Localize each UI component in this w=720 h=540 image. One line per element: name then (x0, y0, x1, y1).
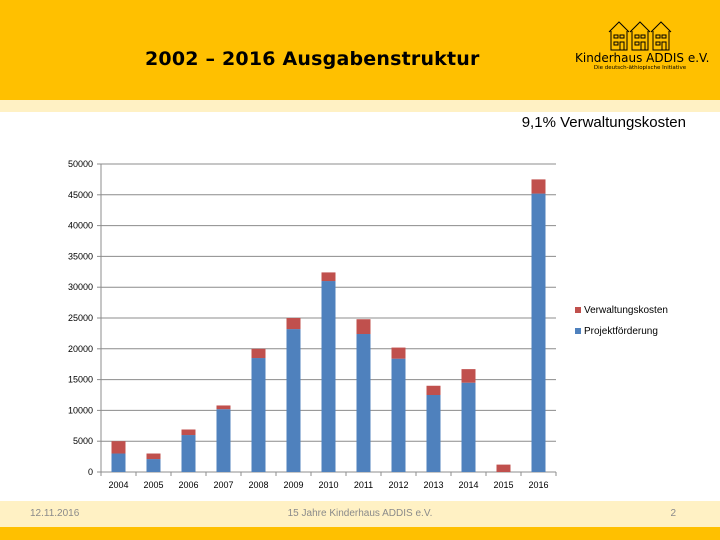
y-axis: 0 5000 10000 15000 20000 25000 30000 35000 40000… (68, 159, 102, 477)
x-tick-label: 2005 (143, 480, 163, 490)
bar-verwaltungskosten-2010 (321, 272, 336, 282)
bar-projektfoerderung-2006 (181, 435, 196, 472)
y-tick-label: 5000 (73, 436, 93, 446)
footer-band (0, 501, 720, 527)
bar-projektfoerderung-2014 (461, 382, 476, 472)
x-axis: 2004 2005 2006 2007 2008 2009 2010 2011 2012 2013… (100, 471, 557, 490)
y-tick-label: 45000 (68, 190, 93, 200)
x-tick-label: 2007 (213, 480, 233, 490)
x-tick-label: 2009 (283, 480, 303, 490)
x-tick-label: 2015 (493, 480, 513, 490)
y-tick-label: 20000 (68, 344, 93, 354)
legend-label-verwaltungskosten: Verwaltungskosten (584, 305, 668, 316)
y-tick-label: 0 (88, 467, 93, 477)
footer-title: 15 Jahre Kinderhaus ADDIS e.V. (287, 508, 433, 519)
houses-icon (608, 21, 672, 51)
y-tick-label: 10000 (68, 405, 93, 415)
bar-verwaltungskosten-2015 (496, 464, 511, 472)
bar-projektfoerderung-2011 (356, 334, 371, 472)
bar-projektfoerderung-2013 (426, 395, 441, 472)
bar-projektfoerderung-2010 (321, 281, 336, 472)
page-number: 2 (670, 508, 676, 519)
bar-projektfoerderung-2007 (216, 409, 231, 472)
y-tick-label: 30000 (68, 282, 93, 292)
y-tick-label: 40000 (68, 221, 93, 231)
legend-swatch-projektfoerderung (575, 328, 581, 334)
bar-verwaltungskosten-2009 (286, 318, 301, 330)
bar-verwaltungskosten-2004 (111, 441, 126, 454)
bar-verwaltungskosten-2006 (181, 429, 196, 436)
footer-date: 12.11.2016 (30, 508, 80, 519)
header-band (0, 0, 720, 100)
bar-verwaltungskosten-2008 (251, 348, 266, 359)
header-light-band (0, 100, 720, 112)
x-tick-label: 2016 (528, 480, 548, 490)
bar-verwaltungskosten-2011 (356, 319, 371, 335)
x-tick-label: 2010 (318, 480, 338, 490)
bar-projektfoerderung-2008 (251, 358, 266, 472)
logo: Kinderhaus ADDIS e.V. Die deutsch-äthiop… (575, 20, 710, 80)
logo-name: Kinderhaus ADDIS e.V. (575, 51, 710, 65)
y-tick-label: 35000 (68, 251, 93, 261)
y-tick-label: 25000 (68, 313, 93, 323)
y-tick-label: 15000 (68, 375, 93, 385)
bar-projektfoerderung-2004 (111, 453, 126, 472)
bar-verwaltungskosten-2005 (146, 453, 161, 460)
bars (111, 179, 546, 472)
bar-projektfoerderung-2012 (391, 358, 406, 472)
x-tick-label: 2011 (354, 480, 373, 490)
x-tick-label: 2004 (108, 480, 128, 490)
logo-tagline: Die deutsch-äthiopische Initiative (593, 65, 687, 71)
x-tick-label: 2013 (423, 480, 443, 490)
subtitle: 9,1% Verwaltungskosten (521, 114, 686, 131)
bar-projektfoerderung-2016 (531, 193, 546, 472)
x-tick-label: 2006 (178, 480, 198, 490)
x-tick-label: 2014 (458, 480, 478, 490)
bar-verwaltungskosten-2014 (461, 369, 476, 383)
bar-projektfoerderung-2009 (286, 329, 301, 472)
x-tick-label: 2012 (388, 480, 408, 490)
footer-bottom-band (0, 527, 720, 540)
bar-verwaltungskosten-2012 (391, 347, 406, 359)
stacked-bar-chart: 0 5000 10000 15000 20000 25000 30000 35000 40000… (68, 159, 668, 490)
legend-label-projektfoerderung: Projektförderung (584, 326, 658, 337)
slide-title: 2002 – 2016 Ausgabenstruktur (145, 48, 480, 70)
legend-swatch-verwaltungskosten (575, 307, 581, 313)
bar-projektfoerderung-2005 (146, 459, 161, 472)
legend: Verwaltungskosten Projektförderung (575, 305, 668, 337)
bar-verwaltungskosten-2013 (426, 385, 441, 395)
bar-verwaltungskosten-2016 (531, 179, 546, 194)
y-tick-label: 50000 (68, 159, 93, 169)
x-tick-label: 2008 (248, 480, 268, 490)
bar-verwaltungskosten-2007 (216, 405, 231, 410)
